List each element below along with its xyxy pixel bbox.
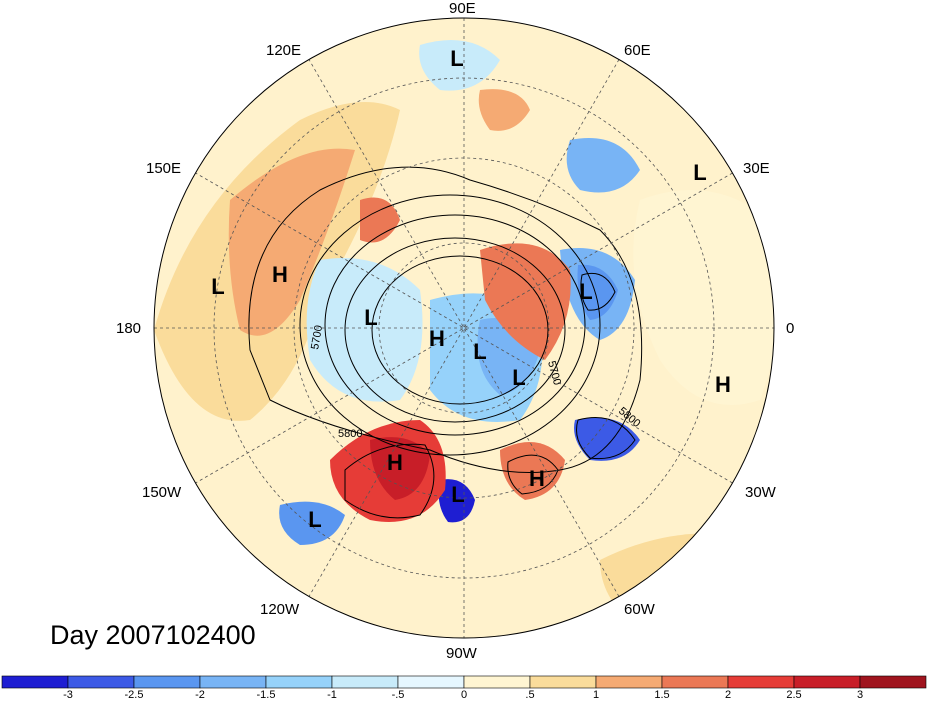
day-title: Day 2007102400 bbox=[50, 620, 256, 650]
low-pressure-marker: L bbox=[473, 339, 486, 364]
warm-anomaly-alaska bbox=[360, 197, 400, 243]
contour-line bbox=[371, 255, 549, 405]
colorbar-tick-label: 1.5 bbox=[654, 689, 670, 701]
contour-line bbox=[299, 194, 601, 456]
colorbar-swatch bbox=[463, 675, 531, 689]
low-pressure-marker: L bbox=[308, 507, 321, 532]
colorbar-swatch bbox=[661, 675, 729, 689]
high-pressure-marker: H bbox=[715, 372, 731, 397]
high-pressure-marker: H bbox=[387, 450, 403, 475]
colorbar-swatch bbox=[859, 675, 927, 689]
colorbar-swatch bbox=[265, 675, 333, 689]
lon-label-180: 180 bbox=[116, 320, 142, 337]
meridian-line bbox=[195, 172, 733, 484]
cool-anomaly-siberia bbox=[566, 138, 640, 193]
colorbar-tick-label: -3 bbox=[63, 689, 73, 701]
colorbar-swatch bbox=[793, 675, 861, 689]
meridian-line bbox=[195, 172, 733, 484]
contour-label: 5700 bbox=[309, 324, 325, 350]
colorbar-swatch bbox=[199, 675, 267, 689]
meridian-line bbox=[308, 59, 620, 597]
colorbar-swatch bbox=[1, 675, 69, 689]
pressure-markers: H H H H H L L L L L L L L L bbox=[211, 46, 731, 532]
colorbar-swatch bbox=[397, 675, 465, 689]
cool-anomaly-arctic bbox=[306, 258, 423, 402]
cool-anomaly-gulf bbox=[438, 479, 475, 523]
warm-anomaly-kamchatka bbox=[478, 89, 530, 131]
colorbar-tick-label: -.5 bbox=[391, 689, 405, 701]
contour-line bbox=[576, 417, 636, 460]
colorbar-tick-label: 1 bbox=[592, 689, 600, 701]
colorbar-swatch bbox=[331, 675, 399, 689]
lon-label-90e: 90E bbox=[449, 0, 476, 17]
lon-label-60e: 60E bbox=[624, 42, 651, 59]
colorbar-tick-label: -1 bbox=[327, 689, 337, 701]
low-pressure-marker: L bbox=[512, 365, 525, 390]
lon-label-120w: 120W bbox=[260, 601, 300, 618]
high-pressure-marker: H bbox=[272, 262, 288, 287]
contour-line bbox=[248, 166, 643, 473]
low-pressure-marker: L bbox=[451, 482, 464, 507]
lon-label-60w: 60W bbox=[624, 601, 655, 618]
colorbar-tick-label: 2.5 bbox=[786, 689, 802, 701]
low-pressure-marker: L bbox=[450, 46, 463, 71]
lon-label-150e: 150E bbox=[146, 160, 182, 177]
low-pressure-marker: L bbox=[211, 274, 224, 299]
colorbar-tick-label: .5 bbox=[525, 689, 535, 701]
contour-line bbox=[324, 214, 586, 436]
colorbar-tick-label: 3 bbox=[856, 689, 864, 701]
lon-label-90w: 90W bbox=[446, 645, 477, 662]
colorbar bbox=[1, 675, 927, 689]
warm-anomaly-east-us bbox=[500, 442, 565, 500]
warm-anomaly-west-us-core bbox=[370, 437, 430, 500]
colorbar-swatch bbox=[727, 675, 795, 689]
high-pressure-marker: H bbox=[529, 466, 545, 491]
contour-line bbox=[507, 454, 559, 495]
height-contours bbox=[248, 166, 643, 519]
meridian-line bbox=[308, 59, 620, 597]
cool-anomaly-north-atlantic bbox=[574, 417, 640, 461]
contour-line bbox=[344, 443, 435, 519]
colorbar-swatch bbox=[595, 675, 663, 689]
low-pressure-marker: L bbox=[579, 279, 592, 304]
cool-anomaly-europe-core bbox=[577, 264, 618, 320]
colorbar-swatch bbox=[133, 675, 201, 689]
low-pressure-marker: L bbox=[693, 160, 706, 185]
lon-label-0: 0 bbox=[786, 320, 795, 337]
neutral-africa bbox=[633, 190, 774, 405]
colorbar-tick-label: -2.5 bbox=[124, 689, 144, 701]
warm-anomaly-pacific-core bbox=[228, 148, 355, 336]
lon-label-150w: 150W bbox=[142, 484, 182, 501]
low-pressure-marker: L bbox=[364, 305, 377, 330]
graticule bbox=[154, 18, 774, 638]
lon-label-30e: 30E bbox=[743, 160, 770, 177]
colorbar-tick-label: 0 bbox=[460, 689, 468, 701]
contour-line bbox=[580, 272, 616, 311]
colorbar-swatch bbox=[529, 675, 597, 689]
map-border bbox=[153, 17, 775, 639]
contour-label: 5800 bbox=[338, 428, 362, 440]
colorbar-tick-label: 2 bbox=[724, 689, 732, 701]
cool-anomaly-north-pacific bbox=[419, 40, 500, 91]
colorbar-swatch bbox=[67, 675, 135, 689]
contour-line bbox=[344, 237, 566, 423]
lon-label-30w: 30W bbox=[745, 484, 776, 501]
lon-label-120e: 120E bbox=[266, 42, 302, 59]
colorbar-tick-label: -1.5 bbox=[256, 689, 276, 701]
high-pressure-marker: H bbox=[429, 326, 445, 351]
colorbar-tick-label: -2 bbox=[195, 689, 205, 701]
